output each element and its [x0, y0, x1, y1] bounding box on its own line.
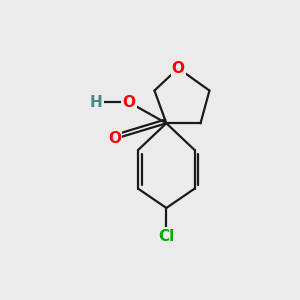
- Text: O: O: [123, 95, 136, 110]
- Text: H: H: [90, 95, 103, 110]
- Text: O: O: [108, 130, 121, 146]
- Text: Cl: Cl: [158, 229, 175, 244]
- Text: O: O: [172, 61, 185, 76]
